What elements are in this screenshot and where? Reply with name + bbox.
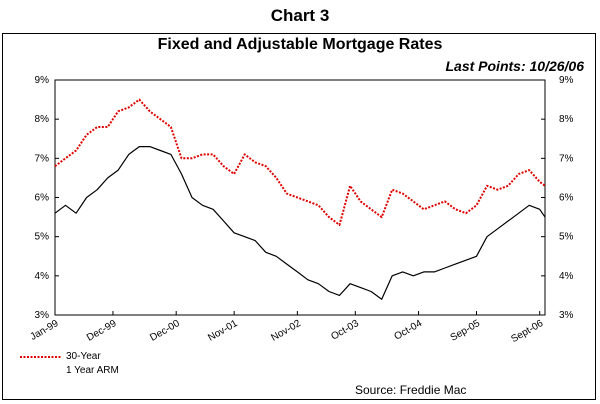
y-tick-label-right: 4% — [559, 271, 574, 282]
y-axis-left: 3% 4% 5% 6% 7% 8% 9% — [35, 75, 59, 321]
y-tick-label-left: 5% — [35, 232, 50, 243]
x-tick-label: Sept-06 — [509, 318, 545, 345]
y-tick-label-left: 6% — [35, 193, 50, 204]
x-tick-label: Oct-03 — [329, 318, 361, 343]
source-note: Source: Freddie Mac — [355, 383, 467, 397]
legend-label-30yr: 30-Year — [66, 351, 101, 362]
x-tick-label: Nov-01 — [206, 318, 240, 344]
y-tick-label-left: 4% — [35, 271, 50, 282]
last-points-note: Last Points: 10/26/06 — [445, 58, 584, 74]
chart-title: Fixed and Adjustable Mortgage Rates — [157, 36, 443, 53]
y-tick-label-left: 8% — [35, 114, 50, 125]
y-tick-label-right: 5% — [559, 232, 574, 243]
chart-frame — [2, 33, 596, 400]
y-tick-label-right: 6% — [559, 193, 574, 204]
x-tick-label: Dec-00 — [148, 318, 182, 344]
series-layer — [54, 98, 546, 300]
series-30-year-line — [54, 98, 546, 226]
y-tick-label-right: 9% — [559, 75, 574, 86]
chart-number: Chart 3 — [270, 6, 330, 25]
x-tick-label: Sep-05 — [449, 318, 483, 344]
x-axis: Jan-99 Dec-99 Dec-00 Nov-01 Nov-02 Oct-03 Oct-… — [29, 311, 546, 345]
series-1-year-arm-line — [54, 146, 546, 300]
y-tick-label-right: 8% — [559, 114, 574, 125]
x-tick-label: Nov-02 — [269, 318, 303, 344]
y-tick-label-left: 7% — [35, 153, 50, 164]
legend-label-arm: 1 Year ARM — [66, 365, 119, 376]
x-tick-label: Jan-99 — [29, 318, 61, 343]
y-tick-label-left: 9% — [35, 75, 50, 86]
y-axis-right: 3% 4% 5% 6% 7% 8% 9% — [541, 75, 574, 321]
y-tick-label-right: 3% — [559, 310, 574, 321]
x-tick-label: Oct-04 — [393, 318, 425, 343]
y-tick-label-left: 3% — [35, 310, 50, 321]
y-tick-label-right: 7% — [559, 153, 574, 164]
x-tick-label: Dec-99 — [85, 318, 119, 344]
